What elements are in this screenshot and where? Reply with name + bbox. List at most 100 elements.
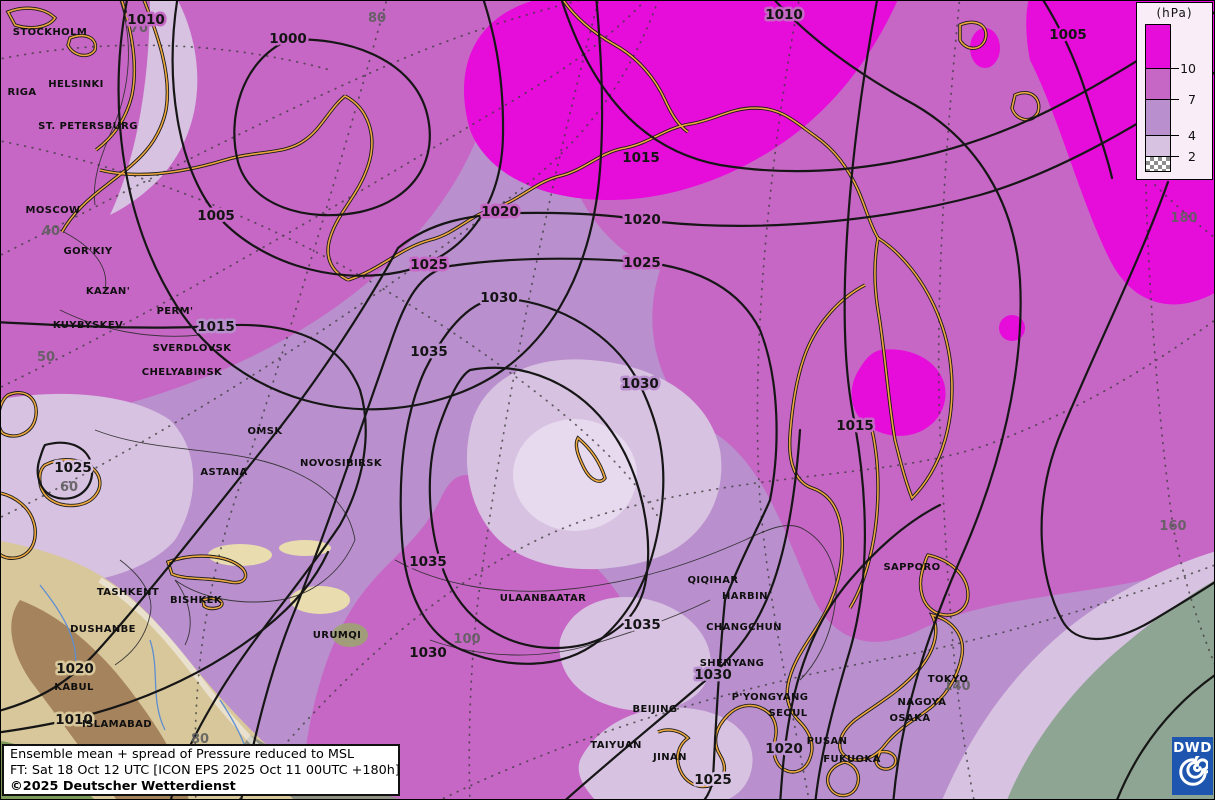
forecast-time: FT: Sat 18 Oct 12 UTC [ICON EPS 2025 Oct… bbox=[10, 763, 400, 778]
city-label: ULAANBAATAR bbox=[500, 593, 587, 604]
isobar-label: 1015 bbox=[622, 150, 660, 166]
legend-tick-mark bbox=[1171, 135, 1179, 136]
legend-title: (hPa) bbox=[1156, 6, 1193, 20]
graticule-label: 80 bbox=[191, 732, 209, 747]
legend-tick-mark bbox=[1171, 156, 1179, 157]
legend-cell: 2 bbox=[1145, 149, 1196, 172]
city-label: QIQIHAR bbox=[687, 575, 738, 586]
city-label: URUMQI bbox=[313, 630, 362, 641]
city-label: P'YONGYANG bbox=[732, 692, 809, 703]
city-label: HARBIN bbox=[722, 591, 768, 602]
city-label: NOVOSIBIRSK bbox=[300, 458, 383, 469]
city-label: KUYBYSKEV bbox=[53, 320, 123, 331]
city-label: OSAKA bbox=[890, 713, 931, 724]
isobar-label: 1035 bbox=[409, 554, 447, 570]
product-info-box: Ensemble mean + spread of Pressure reduc… bbox=[2, 744, 400, 796]
isobar-label: 1025 bbox=[623, 255, 661, 271]
isobar-label: 1025 bbox=[410, 257, 448, 273]
graticule-label: 70 bbox=[130, 21, 148, 36]
isobar-label: 1000 bbox=[269, 31, 307, 47]
graticule-label: 40 bbox=[42, 224, 60, 239]
city-label: SHENYANG bbox=[700, 658, 765, 669]
city-label: NAGOYA bbox=[898, 697, 947, 708]
isobar-label: 1025 bbox=[54, 460, 92, 476]
city-label: SEOUL bbox=[768, 708, 807, 719]
isobar-label: 1020 bbox=[481, 204, 519, 220]
city-label: ASTANA bbox=[200, 467, 247, 478]
isobar-label: 1020 bbox=[56, 661, 94, 677]
dwd-logo: DWD bbox=[1172, 737, 1213, 795]
graticule-label: 160 bbox=[1159, 519, 1186, 534]
graticule-labels: 70 80 40 50 60 100 80 140 160 180 bbox=[37, 11, 1198, 747]
graticule-label: 100 bbox=[453, 632, 480, 647]
city-labels: STOCKHOLM HELSINKI RIGA ST. PETERSBURG MOSCO… bbox=[8, 27, 968, 765]
city-label: DUSHANBE bbox=[70, 624, 136, 635]
city-label: GOR'KIY bbox=[64, 246, 113, 257]
isobar-labels: 1010 1000 1010 1005 1015 1005 1020 1020 1025 1025… bbox=[52, 5, 1090, 791]
city-label: MOSCOW bbox=[26, 205, 81, 216]
isobar-label: 1010 bbox=[765, 7, 803, 23]
dwd-logo-text: DWD bbox=[1173, 740, 1212, 756]
city-label: RIGA bbox=[8, 87, 37, 98]
city-label: OMSK bbox=[247, 426, 283, 437]
isobar-label: 1035 bbox=[623, 617, 661, 633]
city-label: PERM' bbox=[157, 306, 194, 317]
city-label: BEIJING bbox=[633, 704, 678, 715]
isobar-label: 1005 bbox=[197, 208, 235, 224]
isobar-label: 1020 bbox=[623, 212, 661, 228]
city-label: STOCKHOLM bbox=[13, 27, 87, 38]
isobar-label: 1030 bbox=[480, 290, 518, 306]
isobar-label: 1030 bbox=[409, 645, 447, 661]
legend-cell: 7 bbox=[1145, 92, 1196, 136]
isobar-label: 1030 bbox=[694, 667, 732, 683]
legend-tick-label: 7 bbox=[1188, 92, 1196, 107]
isobar-label: 1005 bbox=[1049, 27, 1087, 43]
city-label: SVERDLOVSK bbox=[153, 343, 233, 354]
legend-cell bbox=[1145, 24, 1171, 69]
city-label: PUSAN bbox=[807, 736, 848, 747]
isobar-label: 1015 bbox=[836, 418, 874, 434]
city-label: KABUL bbox=[54, 682, 94, 693]
legend-cell: 4 bbox=[1145, 128, 1196, 157]
isobar-label: 1030 bbox=[621, 376, 659, 392]
city-label: JINAN bbox=[652, 752, 687, 763]
city-label: TAIYUAN bbox=[590, 740, 641, 751]
spread-legend: (hPa) 10 7 4 2 bbox=[1136, 2, 1213, 180]
graticule-label: 50 bbox=[37, 350, 55, 365]
copyright: ©2025 Deutscher Wetterdienst bbox=[10, 779, 236, 794]
isobar-label: 1010 bbox=[127, 12, 165, 28]
city-label: HELSINKI bbox=[48, 79, 104, 90]
graticule-label: 60 bbox=[60, 480, 78, 495]
city-label: CHANGCHUN bbox=[706, 622, 782, 633]
product-title: Ensemble mean + spread of Pressure reduc… bbox=[10, 747, 355, 762]
graticule-label: 140 bbox=[943, 679, 970, 694]
legend-tick-mark bbox=[1171, 68, 1179, 69]
isobar-label: 1025 bbox=[694, 772, 732, 788]
city-label: TASHKENT bbox=[97, 587, 159, 598]
legend-cell: 10 bbox=[1145, 61, 1196, 100]
isobar-label: 1035 bbox=[410, 344, 448, 360]
isobar-label: 1020 bbox=[765, 741, 803, 757]
dwd-spiral-icon bbox=[1178, 756, 1208, 786]
city-label: CHELYABINSK bbox=[142, 367, 223, 378]
isobar-label: 1010 bbox=[55, 712, 93, 728]
city-label: ISLAMABAD bbox=[82, 719, 152, 730]
city-label: ST. PETERSBURG bbox=[38, 121, 138, 132]
graticule-label: 180 bbox=[1170, 211, 1197, 226]
legend-tick-label: 10 bbox=[1180, 61, 1196, 76]
legend-tick-label: 4 bbox=[1188, 128, 1196, 143]
legend-tick-label: 2 bbox=[1188, 149, 1196, 164]
city-label: TOKYO bbox=[928, 674, 968, 685]
city-label: FUKUOKA bbox=[823, 754, 880, 765]
city-label: BISHKEK bbox=[170, 595, 223, 606]
city-label: SAPPORO bbox=[883, 562, 940, 573]
graticule-label: 80 bbox=[368, 11, 386, 26]
legend-color-bar: 10 7 4 2 bbox=[1145, 24, 1196, 172]
city-label: KAZAN' bbox=[86, 286, 130, 297]
political-borders bbox=[59, 0, 837, 681]
isobar-label: 1015 bbox=[197, 319, 235, 335]
